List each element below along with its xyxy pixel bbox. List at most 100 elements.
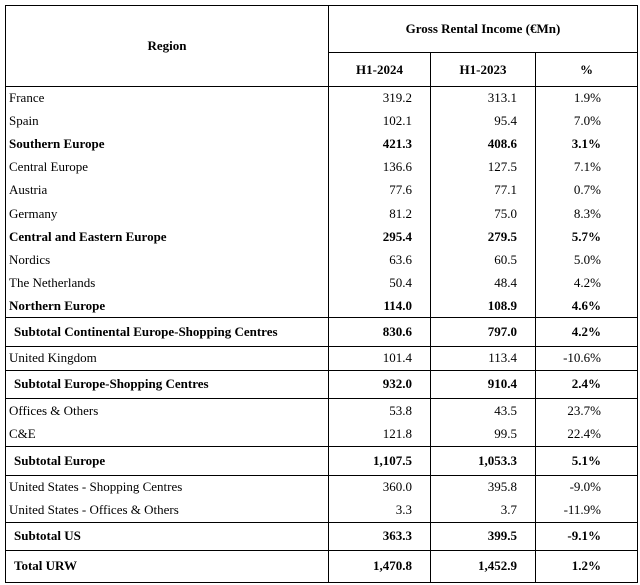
value-cell: 8.3% <box>535 201 638 226</box>
table-row: Subtotal Continental Europe-Shopping Cen… <box>5 316 638 347</box>
value-cell: 22.4% <box>535 422 638 447</box>
value-cell: 81.2 <box>328 201 431 226</box>
value-cell: 121.8 <box>328 422 431 447</box>
region-cell: Offices & Others <box>5 397 329 423</box>
value-cell: 1.9% <box>535 86 638 110</box>
value-cell: 3.7 <box>430 498 536 523</box>
table-row: France 319.2 313.1 1.9% <box>5 86 638 110</box>
value-cell: 75.0 <box>430 201 536 226</box>
value-cell: 313.1 <box>430 86 536 110</box>
value-cell: 5.1% <box>535 445 638 476</box>
value-cell: 319.2 <box>328 86 431 110</box>
value-cell: 1,053.3 <box>430 445 536 476</box>
value-cell: 1,470.8 <box>328 549 431 583</box>
region-cell: Subtotal Europe <box>5 445 329 476</box>
value-cell: 3.3 <box>328 498 431 523</box>
region-cell: Spain <box>5 109 329 133</box>
region-cell: The Netherlands <box>5 271 329 295</box>
region-cell: Germany <box>5 201 329 226</box>
value-cell: 48.4 <box>430 271 536 295</box>
table-row: Central and Eastern Europe 295.4 279.5 5.7% <box>5 225 638 249</box>
income-table: Region Gross Rental Income (€Mn) H1-2024 H… <box>5 5 638 583</box>
value-cell: 910.4 <box>430 369 536 399</box>
value-cell: 127.5 <box>430 155 536 179</box>
value-cell: 7.1% <box>535 155 638 179</box>
value-cell: 295.4 <box>328 225 431 249</box>
table-row: Central Europe 136.6 127.5 7.1% <box>5 155 638 179</box>
value-cell: 114.0 <box>328 294 431 318</box>
value-cell: 63.6 <box>328 248 431 272</box>
value-cell: 7.0% <box>535 109 638 133</box>
value-cell: 53.8 <box>328 397 431 423</box>
region-cell: Subtotal Continental Europe-Shopping Cen… <box>5 316 329 347</box>
value-cell: 101.4 <box>328 345 431 371</box>
column-header: H1-2024 <box>328 52 431 87</box>
value-cell: 113.4 <box>430 345 536 371</box>
table-row: United Kingdom 101.4 113.4 -10.6% <box>5 345 638 371</box>
region-cell: Southern Europe <box>5 132 329 156</box>
value-cell: 108.9 <box>430 294 536 318</box>
value-cell: 4.2% <box>535 271 638 295</box>
value-cell: 5.7% <box>535 225 638 249</box>
table-row: Total URW 1,470.8 1,452.9 1.2% <box>5 549 638 583</box>
region-cell: France <box>5 86 329 110</box>
value-cell: 5.0% <box>535 248 638 272</box>
table-row: Spain 102.1 95.4 7.0% <box>5 109 638 133</box>
region-cell: United States - Shopping Centres <box>5 474 329 499</box>
region-cell: Nordics <box>5 248 329 272</box>
table-row: Northern Europe 114.0 108.9 4.6% <box>5 294 638 318</box>
value-cell: 1,107.5 <box>328 445 431 476</box>
value-cell: -9.0% <box>535 474 638 499</box>
value-cell: 830.6 <box>328 316 431 347</box>
region-cell: Central Europe <box>5 155 329 179</box>
table-row: Southern Europe 421.3 408.6 3.1% <box>5 132 638 156</box>
value-cell: 23.7% <box>535 397 638 423</box>
value-cell: 395.8 <box>430 474 536 499</box>
value-cell: 4.2% <box>535 316 638 347</box>
region-cell: United States - Offices & Others <box>5 498 329 523</box>
table-row: Subtotal Europe 1,107.5 1,053.3 5.1% <box>5 445 638 476</box>
value-cell: -10.6% <box>535 345 638 371</box>
region-cell: Subtotal US <box>5 521 329 551</box>
table-row: C&E 121.8 99.5 22.4% <box>5 422 638 447</box>
region-cell: Central and Eastern Europe <box>5 225 329 249</box>
column-header: % <box>535 52 638 87</box>
value-cell: 2.4% <box>535 369 638 399</box>
value-cell: 60.5 <box>430 248 536 272</box>
region-cell: C&E <box>5 422 329 447</box>
value-cell: 0.7% <box>535 178 638 202</box>
value-cell: 399.5 <box>430 521 536 551</box>
value-cell: 421.3 <box>328 132 431 156</box>
value-cell: 77.6 <box>328 178 431 202</box>
value-cell: 1.2% <box>535 549 638 583</box>
group-header: Gross Rental Income (€Mn) <box>328 5 638 53</box>
value-cell: 1,452.9 <box>430 549 536 583</box>
value-cell: 99.5 <box>430 422 536 447</box>
region-cell: Subtotal Europe-Shopping Centres <box>5 369 329 399</box>
table-row: Offices & Others 53.8 43.5 23.7% <box>5 397 638 423</box>
region-cell: Austria <box>5 178 329 202</box>
table-row: Nordics 63.6 60.5 5.0% <box>5 248 638 272</box>
table-row: United States - Offices & Others 3.3 3.7 -1… <box>5 498 638 523</box>
region-header: Region <box>5 5 329 87</box>
value-cell: 360.0 <box>328 474 431 499</box>
table-row: Germany 81.2 75.0 8.3% <box>5 201 638 226</box>
value-cell: 95.4 <box>430 109 536 133</box>
column-header: H1-2023 <box>430 52 536 87</box>
region-cell: Total URW <box>5 549 329 583</box>
value-cell: 797.0 <box>430 316 536 347</box>
table-row: United States - Shopping Centres 360.0 395… <box>5 474 638 499</box>
value-cell: 102.1 <box>328 109 431 133</box>
value-cell: 77.1 <box>430 178 536 202</box>
value-cell: 136.6 <box>328 155 431 179</box>
table-row: Subtotal Europe-Shopping Centres 932.0 910… <box>5 369 638 399</box>
value-cell: 279.5 <box>430 225 536 249</box>
value-cell: 43.5 <box>430 397 536 423</box>
value-cell: 3.1% <box>535 132 638 156</box>
value-cell: 4.6% <box>535 294 638 318</box>
table-row: Subtotal US 363.3 399.5 -9.1% <box>5 521 638 551</box>
value-cell: 50.4 <box>328 271 431 295</box>
value-cell: 408.6 <box>430 132 536 156</box>
value-cell: -11.9% <box>535 498 638 523</box>
